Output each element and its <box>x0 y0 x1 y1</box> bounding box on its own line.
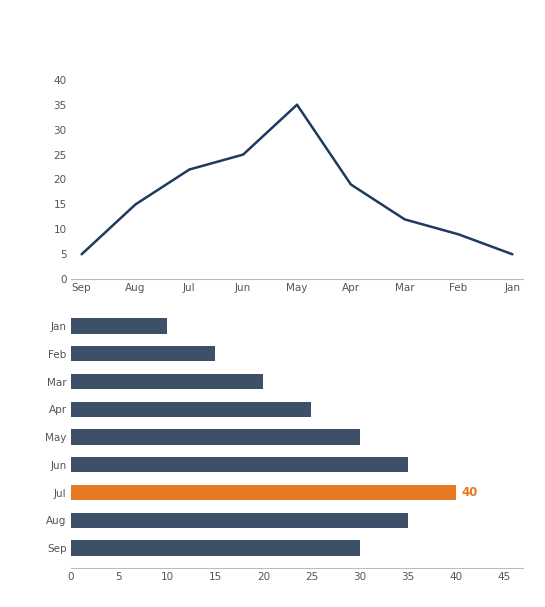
Text: Charts and Graphs Template: Charts and Graphs Template <box>166 31 379 44</box>
Bar <box>71 485 456 500</box>
Bar <box>71 346 215 361</box>
Bar <box>71 540 360 555</box>
Bar <box>71 457 408 472</box>
Text: 40: 40 <box>462 486 478 499</box>
Bar <box>71 513 408 528</box>
Bar <box>71 429 360 445</box>
Bar <box>71 402 311 417</box>
Bar <box>71 319 167 334</box>
Bar <box>71 374 263 389</box>
Text: © Corporate Finance Institute®. All rights reserved.: © Corporate Finance Institute®. All righ… <box>14 9 238 18</box>
